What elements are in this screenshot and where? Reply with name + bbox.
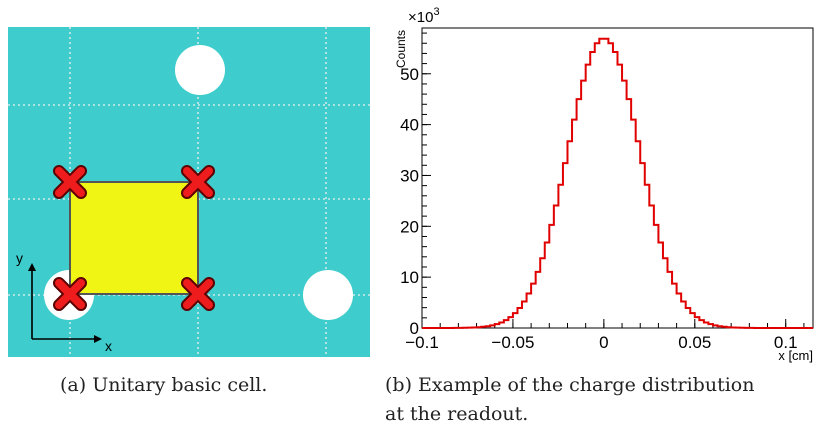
- x-tick-label: 0.05: [678, 333, 711, 352]
- x-cross-icon: [181, 277, 215, 311]
- plot-frame: [421, 27, 814, 329]
- axis-y-label: y: [16, 250, 23, 266]
- histogram-canvas: 0 10 20 30 40 50 −0.1 −0.05 0 0.05 0.1 ×103 Count…: [394, 6, 814, 363]
- y-axis-label: Counts: [394, 30, 408, 68]
- caption-b-line1: (b) Example of the charge distribution: [385, 374, 755, 396]
- y-tick-label: 10: [400, 268, 419, 287]
- y-tick-label: 50: [400, 65, 419, 84]
- hole-right: [303, 270, 353, 320]
- corner-markers: [53, 165, 215, 311]
- y-axis: 0 10 20 30 40 50: [400, 32, 431, 338]
- x-axis: −0.1 −0.05 0 0.05 0.1: [405, 319, 805, 352]
- x-cross-icon: [53, 165, 87, 199]
- y-tick-label: 40: [400, 116, 419, 135]
- axis-x-label: x: [105, 338, 112, 354]
- caption-a: (a) Unitary basic cell.: [60, 374, 268, 396]
- x-tick-label: 0: [599, 333, 608, 352]
- histogram-series: [422, 37, 813, 329]
- axes-arrows: [31, 267, 98, 340]
- caption-b: (b) Example of the charge distribution a…: [385, 371, 825, 429]
- x-tick-label: −0.1: [405, 333, 439, 352]
- x-tick-label: 0.1: [774, 333, 798, 352]
- x-arrow-head: [94, 335, 102, 343]
- x-axis-label: x [cm]: [778, 348, 813, 363]
- basic-cell-square: [69, 181, 199, 295]
- x-tick-label: −0.05: [491, 333, 534, 352]
- figure-b-histogram: 0 10 20 30 40 50 −0.1 −0.05 0 0.05 0.1 ×103 Count…: [380, 0, 831, 372]
- y-multiplier: ×103: [408, 6, 440, 26]
- y-tick-label: 0: [410, 319, 419, 338]
- x-cross-icon: [53, 277, 87, 311]
- hole-top: [175, 45, 225, 95]
- y-tick-label: 30: [400, 166, 419, 185]
- y-arrow-head: [28, 263, 36, 271]
- caption-b-line2: at the readout.: [385, 403, 529, 425]
- figure-a-unitary-cell: x y: [8, 27, 370, 357]
- figure-a-canvas: x y: [8, 27, 370, 357]
- y-tick-label: 20: [400, 217, 419, 236]
- x-cross-icon: [181, 165, 215, 199]
